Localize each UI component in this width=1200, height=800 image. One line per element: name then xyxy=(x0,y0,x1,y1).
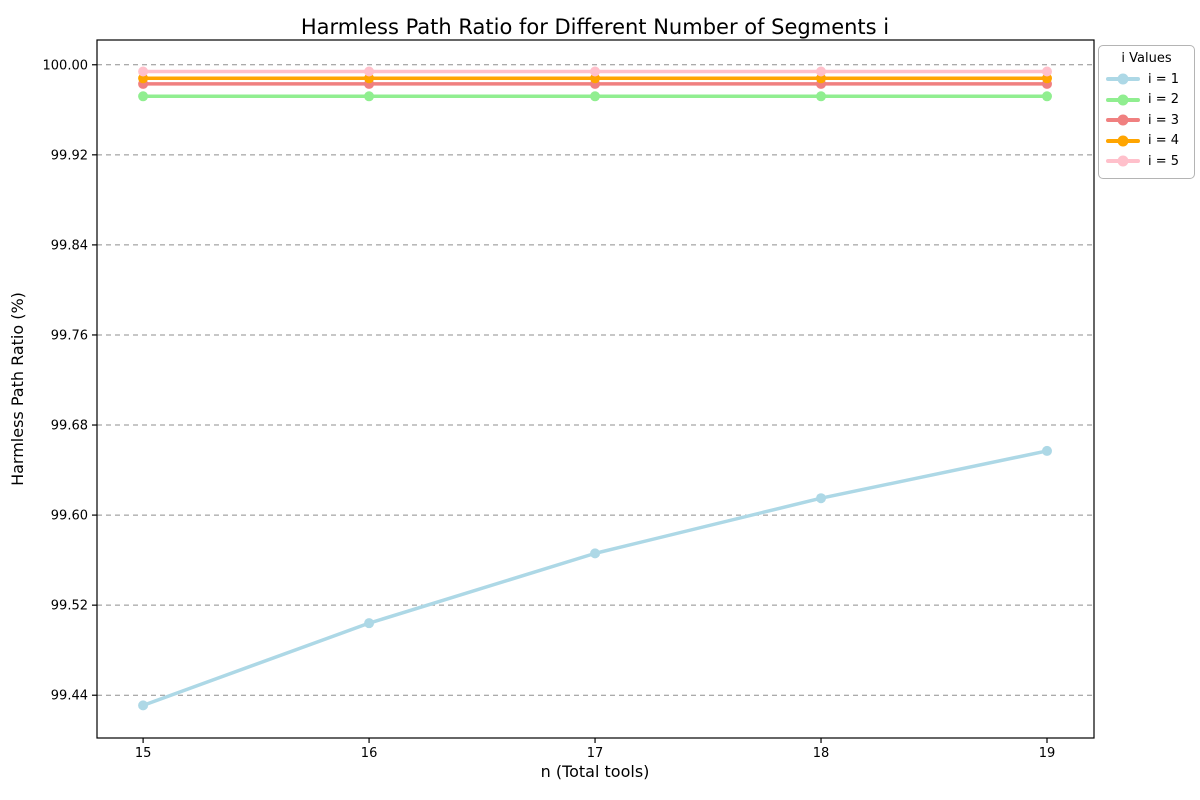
x-axis-label: n (Total tools) xyxy=(541,762,650,781)
legend-item: i = 1 xyxy=(1106,69,1187,90)
x-tick-label: 17 xyxy=(587,746,604,761)
legend-marker-icon xyxy=(1117,155,1129,167)
y-tick-label: 99.52 xyxy=(51,599,88,614)
y-tick-label: 99.92 xyxy=(51,148,88,163)
legend-line-swatch xyxy=(1106,94,1140,106)
legend-item-label: i = 1 xyxy=(1148,71,1180,87)
legend-line-swatch xyxy=(1106,135,1140,147)
data-point-marker xyxy=(590,548,601,559)
x-tick-label: 15 xyxy=(135,746,152,761)
legend-marker-icon xyxy=(1117,94,1129,106)
legend-title: i Values xyxy=(1121,51,1172,66)
legend-item-label: i = 3 xyxy=(1148,112,1180,128)
legend-items: i = 1 i = 2 i = 3 i = 4 i = 5 xyxy=(1106,69,1187,172)
y-axis-label: Harmless Path Ratio (%) xyxy=(8,292,27,486)
legend-marker-icon xyxy=(1117,114,1129,126)
y-tick-label: 99.76 xyxy=(51,328,88,343)
legend-line-swatch xyxy=(1106,73,1140,85)
legend-item: i = 5 xyxy=(1106,151,1187,172)
data-point-marker xyxy=(364,91,375,102)
series-lines xyxy=(138,66,1052,711)
data-point-marker xyxy=(364,618,375,629)
data-point-marker xyxy=(138,66,149,77)
legend-item-label: i = 4 xyxy=(1148,133,1180,149)
data-point-marker xyxy=(816,66,827,77)
legend-item: i = 2 xyxy=(1106,90,1187,111)
data-point-marker xyxy=(590,91,601,102)
data-point-marker xyxy=(138,91,149,102)
axis-spines xyxy=(96,39,1095,739)
y-tick-label: 99.68 xyxy=(51,419,88,434)
legend: i Values i = 1 i = 2 i = 3 i = 4 i = 5 xyxy=(1098,45,1195,179)
y-tick-label: 99.84 xyxy=(51,238,88,253)
data-point-marker xyxy=(364,66,375,77)
y-tick-label: 99.44 xyxy=(51,689,88,704)
x-tick-label: 19 xyxy=(1039,746,1056,761)
legend-item-label: i = 2 xyxy=(1148,92,1180,108)
y-tick-label: 99.60 xyxy=(51,509,88,524)
legend-line-swatch xyxy=(1106,114,1140,126)
legend-item-label: i = 5 xyxy=(1148,153,1180,169)
gridlines xyxy=(97,64,1094,696)
axis-ticks: 100.00 99.92 99.84 99.76 99.68 99.60 99.52 99.4… xyxy=(43,58,1056,761)
data-point-marker xyxy=(816,91,827,102)
data-point-marker xyxy=(1041,445,1052,456)
data-point-marker xyxy=(590,66,601,77)
chart-title: Harmless Path Ratio for Different Number… xyxy=(301,15,889,39)
legend-line-swatch xyxy=(1106,155,1140,167)
data-point-marker xyxy=(816,493,827,504)
data-point-marker xyxy=(138,700,149,711)
x-tick-label: 18 xyxy=(813,746,830,761)
legend-item: i = 4 xyxy=(1106,131,1187,152)
x-tick-label: 16 xyxy=(361,746,378,761)
legend-item: i = 3 xyxy=(1106,110,1187,131)
legend-marker-icon xyxy=(1117,135,1129,147)
y-tick-label: 100.00 xyxy=(43,58,89,73)
series-line xyxy=(141,449,1049,708)
legend-marker-icon xyxy=(1117,73,1129,85)
data-point-marker xyxy=(1041,91,1052,102)
data-point-marker xyxy=(1041,66,1052,77)
